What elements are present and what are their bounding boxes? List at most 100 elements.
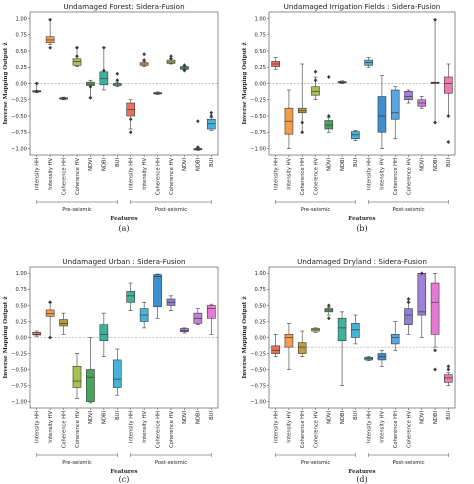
x-tick-label: Coherence HV bbox=[75, 411, 81, 448]
x-tick-label: BUI bbox=[446, 158, 452, 167]
box-coherence-hh bbox=[153, 273, 162, 319]
y-axis-label: Inverse Mapping Output ẑ bbox=[2, 297, 9, 379]
y-tick-label: −1.00 bbox=[11, 399, 27, 405]
box-body bbox=[271, 345, 280, 354]
panel-caption: (d) bbox=[356, 475, 367, 484]
outlier-marker bbox=[196, 145, 200, 150]
y-tick-label: −0.50 bbox=[250, 367, 266, 373]
y-tick-label: −0.50 bbox=[11, 114, 27, 120]
box-intensity-hh bbox=[32, 330, 42, 337]
x-tick-label: BUI bbox=[446, 411, 452, 420]
outlier-marker bbox=[169, 56, 173, 61]
x-tick-label: NDVI bbox=[327, 158, 333, 171]
y-tick-label: 0.75 bbox=[254, 287, 266, 293]
y-tick-label: 0.25 bbox=[15, 319, 27, 325]
outlier-marker bbox=[142, 58, 146, 63]
x-tick-label: Intensity HV bbox=[142, 158, 148, 190]
x-tick-label: Coherence HH bbox=[393, 411, 399, 448]
outlier-marker bbox=[433, 348, 437, 353]
outlier-marker bbox=[48, 335, 52, 340]
group-label: Post-seismic bbox=[392, 460, 424, 466]
y-tick-label: 1.00 bbox=[254, 271, 266, 277]
outlier-marker bbox=[433, 17, 437, 22]
box-intensity-hv bbox=[139, 52, 149, 67]
x-tick-label: Intensity HH bbox=[273, 158, 279, 190]
outlier-marker bbox=[169, 54, 173, 59]
outlier-marker bbox=[406, 300, 411, 305]
outlier-marker bbox=[88, 84, 93, 89]
box-body bbox=[444, 374, 453, 383]
y-tick-label: 0.25 bbox=[15, 65, 27, 71]
outlier-marker bbox=[326, 114, 331, 118]
chart-title: Undamaged Irrigation Fields : Sidera-Fus… bbox=[284, 2, 441, 11]
outlier-marker bbox=[433, 367, 437, 372]
y-tick-label: −1.00 bbox=[250, 146, 266, 152]
box-body bbox=[417, 273, 427, 316]
box-intensity-hh bbox=[271, 57, 280, 70]
x-tick-label: Intensity HV bbox=[48, 158, 54, 190]
x-tick-label: BUI bbox=[115, 158, 121, 167]
x-axis-label: Features bbox=[110, 216, 137, 222]
x-tick-label: NDVI bbox=[88, 158, 94, 171]
y-tick-label: −0.75 bbox=[250, 383, 266, 389]
box-body bbox=[404, 308, 413, 325]
group-label: Post-seismic bbox=[392, 207, 424, 213]
box-intensity-hv bbox=[377, 75, 387, 149]
box-intensity-hh bbox=[126, 99, 136, 135]
box-coherence-hh bbox=[390, 321, 400, 351]
x-tick-label: NDVI bbox=[182, 411, 188, 424]
y-tick-label: 0.75 bbox=[15, 287, 27, 293]
box-ndvi bbox=[180, 327, 189, 334]
y-tick-label: −1.00 bbox=[11, 146, 27, 152]
chart-title: Undamaged Forest: Sidera-Fusion bbox=[63, 2, 184, 11]
box-body bbox=[72, 58, 82, 66]
y-tick-label: 0.75 bbox=[254, 33, 266, 39]
x-tick-label: Coherence HH bbox=[300, 158, 306, 195]
x-tick-label: NDVI bbox=[88, 411, 94, 424]
y-tick-label: 1.00 bbox=[254, 16, 266, 22]
y-tick-label: 1.00 bbox=[15, 271, 27, 277]
x-tick-label: NDBI bbox=[340, 158, 346, 171]
y-tick-label: −1.00 bbox=[250, 399, 266, 405]
box-bui bbox=[351, 130, 360, 141]
box-body bbox=[377, 96, 387, 133]
chart-panel-1: Undamaged Irrigation Fields : Sidera-Fus… bbox=[241, 2, 456, 233]
box-ndbi bbox=[430, 273, 440, 372]
box-body bbox=[59, 319, 68, 327]
x-tick-label: Coherence HV bbox=[406, 158, 412, 195]
x-tick-label: BUI bbox=[353, 411, 359, 420]
x-tick-label: NDVI bbox=[420, 158, 426, 171]
outlier-marker bbox=[446, 114, 451, 118]
x-tick-label: NDBI bbox=[196, 411, 202, 424]
x-tick-label: Coherence HH bbox=[61, 411, 67, 448]
box-coherence-hv bbox=[404, 297, 413, 335]
box-ndbi bbox=[337, 80, 347, 84]
outlier-marker bbox=[326, 75, 331, 79]
box-intensity-hh bbox=[364, 356, 373, 361]
outlier-marker bbox=[75, 54, 79, 59]
box-body bbox=[284, 333, 294, 348]
box-body bbox=[337, 317, 347, 342]
x-tick-label: Intensity HH bbox=[129, 411, 135, 443]
x-tick-label: NDBI bbox=[433, 158, 439, 171]
outlier-marker bbox=[433, 120, 437, 125]
box-ndbi bbox=[193, 119, 203, 151]
box-body bbox=[86, 369, 95, 402]
outlier-marker bbox=[406, 297, 411, 302]
box-coherence-hv bbox=[311, 69, 320, 101]
y-tick-label: 0.00 bbox=[254, 81, 266, 87]
box-body bbox=[404, 91, 413, 101]
outlier-marker bbox=[48, 300, 52, 305]
plot-frame bbox=[268, 266, 456, 409]
x-tick-label: Intensity HH bbox=[366, 158, 372, 190]
box-body bbox=[99, 324, 109, 342]
x-tick-label: Coherence HH bbox=[155, 158, 161, 195]
x-tick-label: Intensity HH bbox=[35, 411, 41, 443]
box-bui bbox=[112, 71, 122, 88]
x-tick-label: Intensity HV bbox=[287, 411, 293, 443]
box-intensity-hv bbox=[45, 300, 55, 340]
group-label: Post-seismic bbox=[155, 460, 187, 466]
outlier-marker bbox=[128, 130, 133, 135]
x-tick-label: NDBI bbox=[102, 411, 108, 424]
outlier-marker bbox=[142, 52, 146, 57]
